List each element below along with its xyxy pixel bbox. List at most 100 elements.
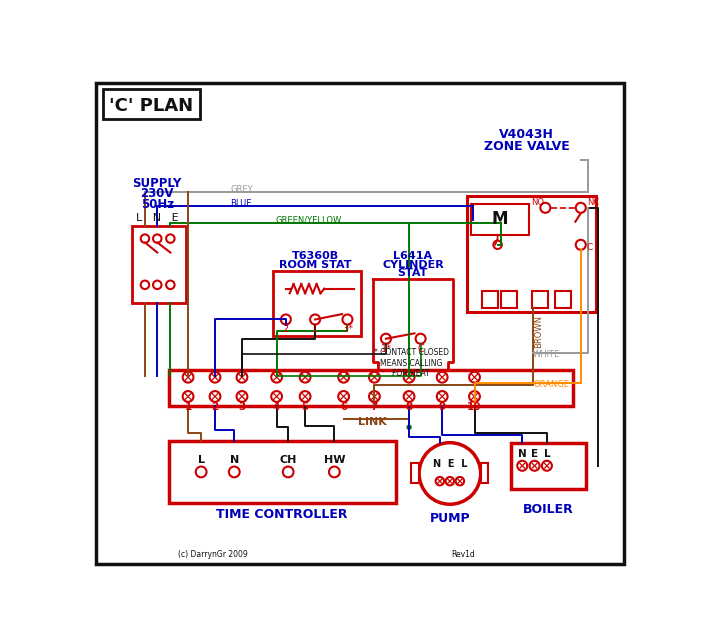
Circle shape bbox=[183, 391, 194, 402]
Text: 8: 8 bbox=[406, 403, 413, 412]
Text: 1*: 1* bbox=[380, 344, 392, 354]
Circle shape bbox=[416, 334, 425, 344]
Text: SUPPLY: SUPPLY bbox=[133, 177, 182, 190]
Circle shape bbox=[338, 391, 349, 402]
Circle shape bbox=[576, 203, 585, 213]
Bar bbox=[532, 291, 548, 308]
Text: BROWN: BROWN bbox=[534, 315, 543, 347]
Circle shape bbox=[404, 372, 414, 383]
Text: N  E  L: N E L bbox=[432, 459, 467, 469]
Text: N: N bbox=[230, 455, 239, 465]
Text: BLUE: BLUE bbox=[230, 199, 252, 208]
Circle shape bbox=[343, 315, 352, 324]
Text: CH: CH bbox=[279, 455, 297, 465]
Text: TIME CONTROLLER: TIME CONTROLLER bbox=[216, 508, 347, 520]
Circle shape bbox=[446, 477, 454, 485]
Circle shape bbox=[166, 235, 175, 243]
Text: V4043H: V4043H bbox=[499, 128, 555, 141]
Circle shape bbox=[166, 281, 175, 289]
Circle shape bbox=[381, 334, 391, 344]
Text: PUMP: PUMP bbox=[430, 512, 470, 524]
Bar bbox=[467, 196, 596, 312]
Bar bbox=[510, 443, 586, 489]
Circle shape bbox=[283, 467, 293, 478]
Circle shape bbox=[576, 240, 585, 250]
Circle shape bbox=[436, 477, 444, 485]
Text: 2: 2 bbox=[211, 403, 218, 412]
Circle shape bbox=[404, 391, 414, 402]
Text: ZONE VALVE: ZONE VALVE bbox=[484, 140, 570, 153]
Text: 4: 4 bbox=[273, 403, 280, 412]
Circle shape bbox=[300, 391, 310, 402]
Circle shape bbox=[369, 372, 380, 383]
Text: C: C bbox=[417, 344, 424, 354]
Circle shape bbox=[437, 372, 448, 383]
Bar bbox=[481, 463, 489, 483]
Text: NO: NO bbox=[531, 198, 544, 207]
Circle shape bbox=[419, 443, 481, 504]
Circle shape bbox=[469, 372, 480, 383]
Circle shape bbox=[517, 461, 527, 470]
Circle shape bbox=[153, 281, 161, 289]
Text: (c) DarrynGr 2009: (c) DarrynGr 2009 bbox=[178, 550, 248, 559]
Text: 2: 2 bbox=[283, 324, 289, 335]
Text: CYLINDER: CYLINDER bbox=[382, 260, 444, 270]
Circle shape bbox=[469, 391, 480, 402]
Bar bbox=[132, 226, 186, 303]
Circle shape bbox=[456, 477, 464, 485]
Circle shape bbox=[237, 372, 247, 383]
Text: M: M bbox=[491, 210, 508, 228]
Circle shape bbox=[369, 391, 380, 402]
Text: 3: 3 bbox=[239, 403, 246, 412]
Circle shape bbox=[494, 240, 502, 249]
Text: 5: 5 bbox=[301, 403, 309, 412]
Text: GREEN/YELLOW: GREEN/YELLOW bbox=[276, 215, 342, 224]
Bar bbox=[103, 89, 199, 119]
Text: ORANGE: ORANGE bbox=[533, 380, 569, 390]
Text: L: L bbox=[543, 449, 550, 459]
Bar bbox=[555, 291, 571, 308]
Circle shape bbox=[542, 461, 552, 470]
Text: 6: 6 bbox=[340, 403, 347, 412]
Text: GREY: GREY bbox=[230, 185, 253, 194]
Text: 10: 10 bbox=[468, 403, 482, 412]
Circle shape bbox=[310, 315, 320, 324]
Text: 50Hz: 50Hz bbox=[140, 198, 174, 212]
Text: L: L bbox=[198, 455, 205, 465]
Text: 230V: 230V bbox=[140, 187, 174, 201]
Text: E: E bbox=[531, 449, 538, 459]
Circle shape bbox=[271, 391, 282, 402]
Text: ROOM STAT: ROOM STAT bbox=[279, 260, 352, 270]
Circle shape bbox=[529, 461, 540, 470]
Text: L641A: L641A bbox=[393, 251, 432, 262]
Text: T6360B: T6360B bbox=[291, 251, 338, 262]
Text: * CONTACT CLOSED
MEANS CALLING
FOR HEAT: * CONTACT CLOSED MEANS CALLING FOR HEAT bbox=[374, 349, 449, 378]
Circle shape bbox=[437, 391, 448, 402]
Text: STAT: STAT bbox=[398, 269, 428, 278]
Circle shape bbox=[541, 203, 550, 213]
Bar bbox=[472, 204, 529, 235]
Bar bbox=[168, 441, 396, 503]
Text: WHITE: WHITE bbox=[533, 349, 560, 358]
Text: 9: 9 bbox=[439, 403, 446, 412]
Circle shape bbox=[229, 467, 239, 478]
Text: N: N bbox=[518, 449, 526, 459]
Circle shape bbox=[338, 372, 349, 383]
Circle shape bbox=[329, 467, 340, 478]
Text: HW: HW bbox=[324, 455, 345, 465]
Text: 3*: 3* bbox=[342, 324, 353, 335]
Text: LINK: LINK bbox=[359, 417, 388, 427]
Text: 'C' PLAN: 'C' PLAN bbox=[109, 97, 193, 115]
Text: BOILER: BOILER bbox=[523, 503, 574, 516]
Circle shape bbox=[196, 467, 206, 478]
Bar bbox=[273, 271, 362, 337]
Circle shape bbox=[153, 235, 161, 243]
Circle shape bbox=[300, 372, 310, 383]
Circle shape bbox=[237, 391, 247, 402]
Text: L   N   E: L N E bbox=[136, 213, 178, 223]
Text: NC: NC bbox=[587, 198, 600, 207]
Circle shape bbox=[271, 372, 282, 383]
Circle shape bbox=[140, 281, 150, 289]
Bar bbox=[482, 291, 498, 308]
Text: 1: 1 bbox=[312, 324, 318, 335]
